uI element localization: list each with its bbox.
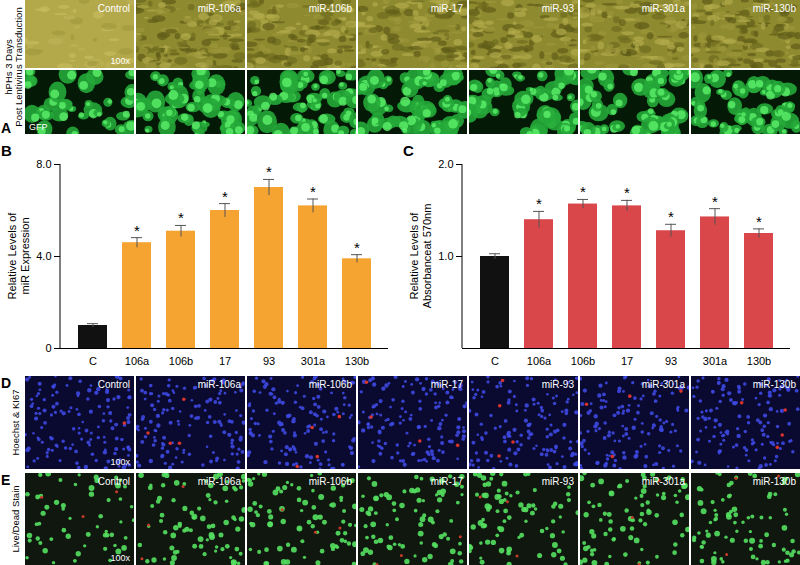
svg-text:100x: 100x xyxy=(110,553,130,563)
svg-text:Absorbanceat 570nm: Absorbanceat 570nm xyxy=(421,204,433,309)
svg-text:*: * xyxy=(668,208,674,225)
svg-text:Relative Levels of: Relative Levels of xyxy=(408,212,420,300)
svg-text:*: * xyxy=(134,222,140,239)
svg-text:*: * xyxy=(624,184,630,201)
svg-text:8.0: 8.0 xyxy=(36,158,51,170)
svg-text:Control: Control xyxy=(98,3,130,14)
svg-text:1.0: 1.0 xyxy=(438,250,453,262)
svg-text:A: A xyxy=(1,120,11,136)
svg-text:E: E xyxy=(1,472,10,488)
svg-text:93: 93 xyxy=(665,355,677,367)
svg-text:*: * xyxy=(756,213,762,230)
svg-text:miR Expression: miR Expression xyxy=(19,217,31,294)
svg-text:4.0: 4.0 xyxy=(36,250,51,262)
svg-text:*: * xyxy=(580,183,586,200)
svg-text:miR-93: miR-93 xyxy=(542,3,575,14)
svg-text:*: * xyxy=(712,193,718,210)
html-text:B: B xyxy=(1,142,12,159)
svg-text:*: * xyxy=(354,239,360,256)
svg-text:miR-130b: miR-130b xyxy=(753,476,797,487)
svg-text:miR-106b: miR-106b xyxy=(309,476,353,487)
svg-text:miR-301a: miR-301a xyxy=(642,476,686,487)
svg-text:106a: 106a xyxy=(125,355,150,367)
svg-text:*: * xyxy=(266,163,272,180)
svg-text:miR-17: miR-17 xyxy=(431,379,464,390)
svg-text:100x: 100x xyxy=(110,56,130,66)
svg-text:miR-106a: miR-106a xyxy=(198,379,242,390)
svg-text:106b: 106b xyxy=(571,355,595,367)
svg-text:hPHs 3 Days: hPHs 3 Days xyxy=(3,39,14,95)
svg-text:106a: 106a xyxy=(527,355,552,367)
svg-text:miR-106b: miR-106b xyxy=(309,379,353,390)
svg-text:miR-301a: miR-301a xyxy=(642,379,686,390)
svg-text:miR-106a: miR-106a xyxy=(198,476,242,487)
svg-text:Hoechst & KI67: Hoechst & KI67 xyxy=(10,389,21,455)
svg-text:Live/Dead Stain: Live/Dead Stain xyxy=(10,485,21,552)
svg-text:2.0: 2.0 xyxy=(438,158,453,170)
svg-text:*: * xyxy=(310,183,316,200)
svg-text:Control: Control xyxy=(98,476,130,487)
svg-text:301a: 301a xyxy=(301,355,326,367)
svg-text:miR-93: miR-93 xyxy=(542,476,575,487)
svg-text:D: D xyxy=(1,375,11,391)
svg-text:Post Lentivirus Transduction: Post Lentivirus Transduction xyxy=(13,7,24,126)
html-text:C: C xyxy=(403,142,414,159)
svg-text:miR-17: miR-17 xyxy=(431,476,464,487)
svg-text:130b: 130b xyxy=(747,355,771,367)
svg-text:17: 17 xyxy=(219,355,231,367)
svg-text:miR-130b: miR-130b xyxy=(753,3,797,14)
svg-text:miR-106a: miR-106a xyxy=(198,3,242,14)
svg-text:C: C xyxy=(491,355,499,367)
svg-text:93: 93 xyxy=(263,355,275,367)
svg-text:C: C xyxy=(89,355,97,367)
svg-text:17: 17 xyxy=(621,355,633,367)
svg-text:*: * xyxy=(536,195,542,212)
svg-text:106b: 106b xyxy=(169,355,193,367)
svg-text:Relative Levels of: Relative Levels of xyxy=(6,212,18,300)
svg-text:miR-93: miR-93 xyxy=(542,379,575,390)
svg-text:miR-106b: miR-106b xyxy=(309,3,353,14)
svg-text:301a: 301a xyxy=(703,355,728,367)
svg-text:Control: Control xyxy=(98,379,130,390)
svg-text:*: * xyxy=(222,188,228,205)
svg-text:GFP: GFP xyxy=(29,122,48,132)
svg-text:miR-301a: miR-301a xyxy=(642,3,686,14)
svg-text:*: * xyxy=(178,209,184,226)
svg-text:miR-130b: miR-130b xyxy=(753,379,797,390)
svg-text:miR-17: miR-17 xyxy=(431,3,464,14)
svg-text:0: 0 xyxy=(45,342,51,354)
svg-text:100x: 100x xyxy=(110,457,130,467)
svg-text:130b: 130b xyxy=(345,355,369,367)
